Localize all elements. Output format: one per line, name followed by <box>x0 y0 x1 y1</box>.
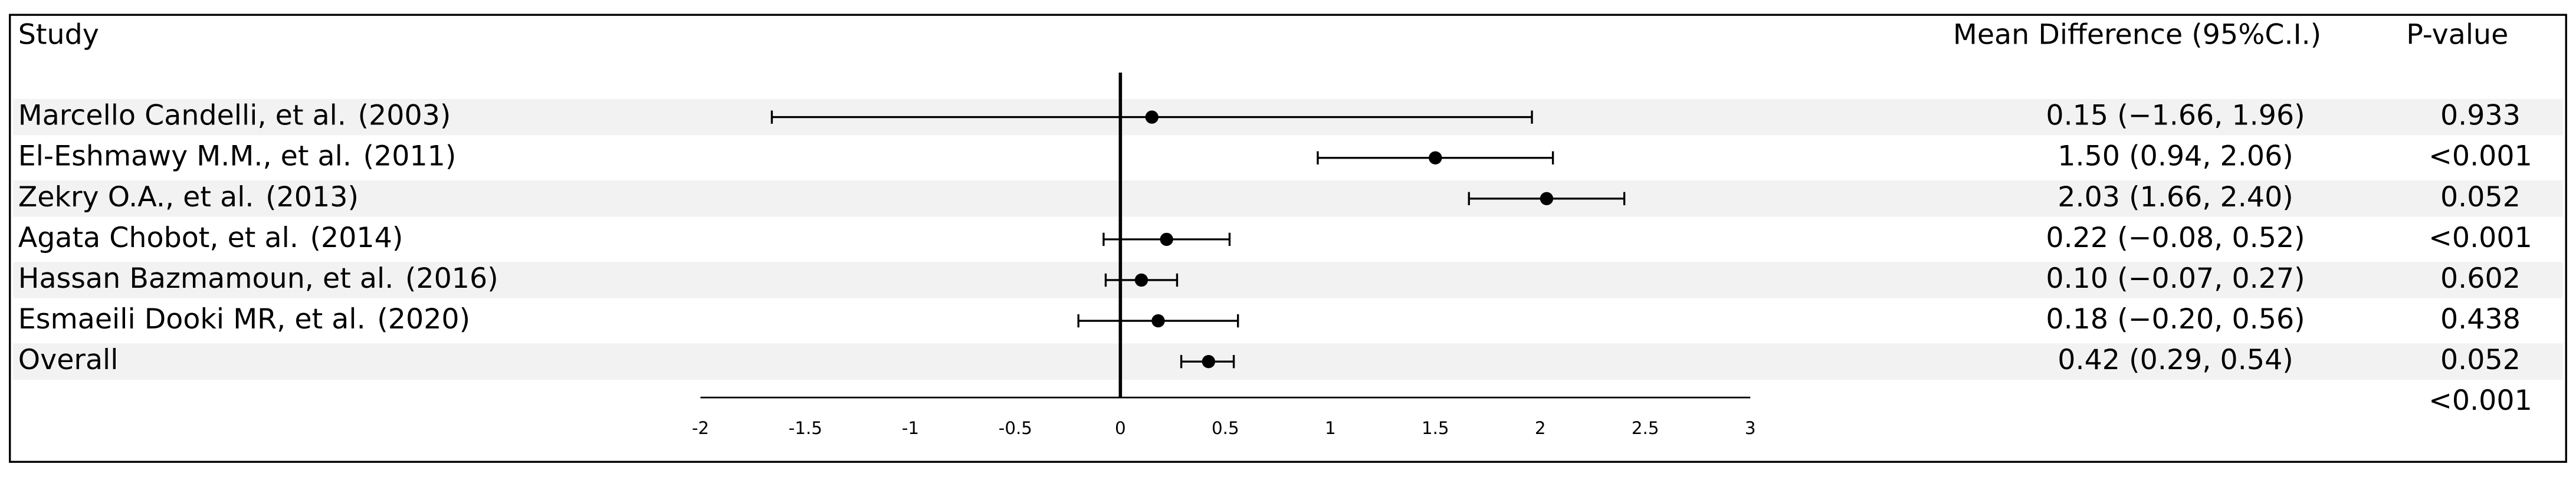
study-name: Overall <box>18 344 119 376</box>
x-tick-label: 1.5 <box>1422 418 1449 438</box>
study-name: Agata Chobot, et al. <box>18 222 298 254</box>
study-label: Overall <box>18 344 119 376</box>
p-value: 0.438 <box>2440 303 2521 336</box>
effect-label: 0.22 (−0.08, 0.52) <box>2046 222 2305 254</box>
study-name: El-Eshmawy M.M., et al. <box>18 140 352 173</box>
point-estimate <box>1160 232 1173 246</box>
study-label: Marcello Candelli, et al. (2003) <box>18 100 451 132</box>
study-label: Esmaeili Dooki MR, et al. (2020) <box>18 303 470 336</box>
row-bands <box>13 98 2563 380</box>
x-tick-label: -2 <box>692 418 709 438</box>
study-year: (2020) <box>377 303 470 336</box>
effect-label: 0.10 (−0.07, 0.27) <box>2046 262 2305 295</box>
x-tick-label: -1 <box>902 418 919 438</box>
p-value: 0.933 <box>2440 100 2521 132</box>
effect-label: 0.15 (−1.66, 1.96) <box>2046 100 2305 132</box>
point-estimate <box>1145 110 1159 124</box>
point-estimate <box>1540 192 1554 205</box>
frame <box>9 14 2567 463</box>
p-value: 0.052 <box>2440 181 2521 213</box>
effect-label: 2.03 (1.66, 2.40) <box>2057 181 2293 213</box>
study-label: Zekry O.A., et al. (2013) <box>18 181 359 213</box>
study-year: (2013) <box>265 181 359 213</box>
p-value: 0.602 <box>2440 262 2521 295</box>
x-tick-label: 0.5 <box>1212 418 1239 438</box>
study-name: Zekry O.A., et al. <box>18 181 254 213</box>
study-year: (2003) <box>358 100 451 132</box>
p-value: <0.001 <box>2429 222 2532 254</box>
point-estimate <box>1151 314 1165 328</box>
study-year: (2014) <box>310 222 403 254</box>
p-header: P-value <box>2406 19 2508 51</box>
p-value: 0.052 <box>2440 344 2521 376</box>
row-band <box>13 343 2563 380</box>
point-estimate <box>1202 354 1216 369</box>
study-year: (2011) <box>363 140 457 173</box>
study-name: Esmaeili Dooki MR, et al. <box>18 303 366 336</box>
x-tick-label: 0 <box>1115 418 1126 438</box>
x-tick-label: 1 <box>1325 418 1336 438</box>
point-estimate <box>1134 273 1148 287</box>
study-label: Hassan Bazmamoun, et al. (2016) <box>18 262 498 295</box>
row-band <box>13 262 2563 298</box>
p-value: <0.001 <box>2429 384 2532 417</box>
point-estimate <box>1429 151 1442 165</box>
effect-label: 1.50 (0.94, 2.06) <box>2057 140 2293 173</box>
effect-label: 0.18 (−0.20, 0.56) <box>2046 303 2305 336</box>
row-band <box>13 180 2563 217</box>
effect-label: 0.42 (0.29, 0.54) <box>2057 344 2293 376</box>
study-year: (2016) <box>405 262 498 295</box>
x-tick-label: 2 <box>1535 418 1546 438</box>
study-label: Agata Chobot, et al. (2014) <box>18 222 403 254</box>
x-tick-label: 3 <box>1745 418 1756 438</box>
effect-header: Mean Difference (95%C.I.) <box>1953 19 2321 51</box>
x-tick-label: -0.5 <box>999 418 1032 438</box>
x-tick-label: -1.5 <box>789 418 822 438</box>
study-label: El-Eshmawy M.M., et al. (2011) <box>18 140 457 173</box>
study-name: Marcello Candelli, et al. <box>18 100 346 132</box>
study-header: Study <box>18 19 99 51</box>
x-tick-label: 2.5 <box>1632 418 1659 438</box>
p-value: <0.001 <box>2429 140 2532 173</box>
study-name: Hassan Bazmamoun, et al. <box>18 262 394 295</box>
